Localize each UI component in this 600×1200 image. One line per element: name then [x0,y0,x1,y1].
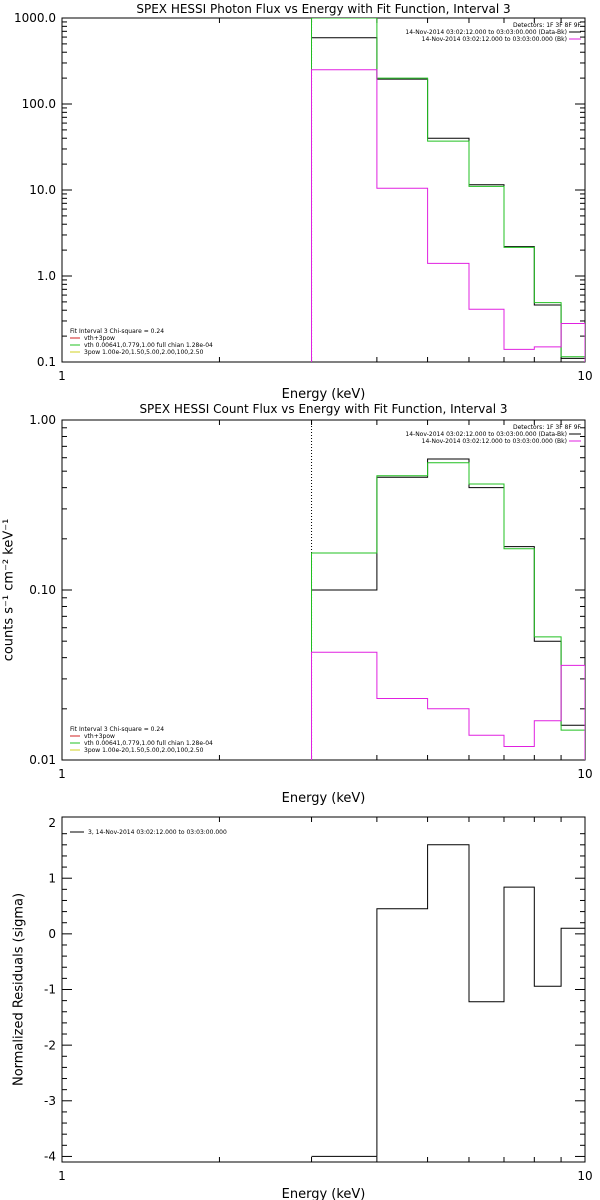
panel-1-fit-legend-label: vth+3pow [84,335,115,342]
panel-3-y-tick-label: 2 [48,816,56,830]
panel-2-y-tick-label: 0.01 [29,753,56,767]
panel-1-legend-label: 14-Nov-2014 03:02:12.000 to 03:03:00.000… [405,29,567,36]
panel-3-y-tick-label: -4 [44,1150,56,1164]
panel-2-y-tick-label: 1.00 [29,413,56,427]
panel-2-series-1 [311,458,585,760]
panel-1-fit-legend-label: vth 0.00641,0.779,1.00 full chian 1.28e-… [84,342,213,349]
panel-1-fit-legend-header: Fit Interval 3 Chi-square = 0.24 [70,328,164,335]
panel-2-y-tick-label: 0.10 [29,583,56,597]
panel-1-x-tick-label: 1 [58,369,66,383]
panel-1-series-1 [311,37,585,362]
panel-1-fit-legend-label: 3pow 1.00e-20,1.50,5.00,2.00,100,2.50 [84,349,204,356]
panel-1-x-tick-label: 10 [577,369,592,383]
panel-2-fit-legend-label: vth 0.00641,0.779,1.00 full chian 1.28e-… [84,740,213,747]
panel-3-y-tick-label: -2 [44,1038,56,1052]
panel-3-legend-label: 3, 14-Nov-2014 03:02:12.000 to 03:03:00.… [88,829,227,836]
panel-2-legend-label: 14-Nov-2014 03:02:12.000 to 03:03:00.000… [422,438,567,445]
panel-2-y-axis-label: counts s⁻¹ cm⁻² keV⁻¹ [2,519,17,662]
panel-3-x-tick-label: 10 [577,1169,592,1183]
panel-2-fit-legend-label: 3pow 1.00e-20,1.50,5.00,2.00,100,2.50 [84,747,204,754]
panel-1-y-tick-label: 1.0 [37,269,56,283]
panel-1-title: SPEX HESSI Photon Flux vs Energy with Fi… [136,2,510,16]
panel-1-series-3 [311,69,585,362]
panel-1-legend-detectors: Detectors: 1F 3F 8F 9F [513,22,582,29]
panel-3-plot-frame [61,816,586,1163]
panel-1-y-tick-label: 100.0 [22,97,56,111]
panel-1-y-tick-label: 10.0 [29,183,56,197]
panel-2-series-2 [311,462,585,760]
panel-3-y-axis-label: Normalized Residuals (sigma) [12,893,27,1086]
panel-1-y-tick-label: 1000.0 [14,11,56,25]
panel-3-y-tick-label: -1 [44,983,56,997]
panel-2-legend-label: 14-Nov-2014 03:02:12.000 to 03:03:00.000… [405,431,567,438]
panel-2-title: SPEX HESSI Count Flux vs Energy with Fit… [139,402,507,416]
panel-2-x-tick-label: 10 [577,767,592,781]
panel-2-x-tick-label: 1 [58,767,66,781]
panel-3-x-tick-label: 1 [58,1169,66,1183]
panel-3-y-tick-label: 0 [48,927,56,941]
panel-3-y-tick-label: -3 [44,1094,56,1108]
panel-2-fit-legend-label: vth+3pow [84,733,115,740]
panel-2-series-3 [311,651,585,760]
panel-3-series-1 [311,844,585,1157]
panel-1-legend-label: 14-Nov-2014 03:02:12.000 to 03:03:00.000… [422,36,567,43]
panel-1-y-tick-label: 0.1 [37,355,56,369]
panel-3-x-axis-label: Energy (keV) [282,1187,366,1200]
panel-2-legend-detectors: Detectors: 1F 3F 8F 9F [513,424,582,431]
panel-3-y-tick-label: 1 [48,871,56,885]
panel-2-fit-legend-header: Fit Interval 3 Chi-square = 0.24 [70,726,164,733]
panel-2-x-axis-label: Energy (keV) [282,791,366,806]
panel-1-x-axis-label: Energy (keV) [282,387,366,402]
